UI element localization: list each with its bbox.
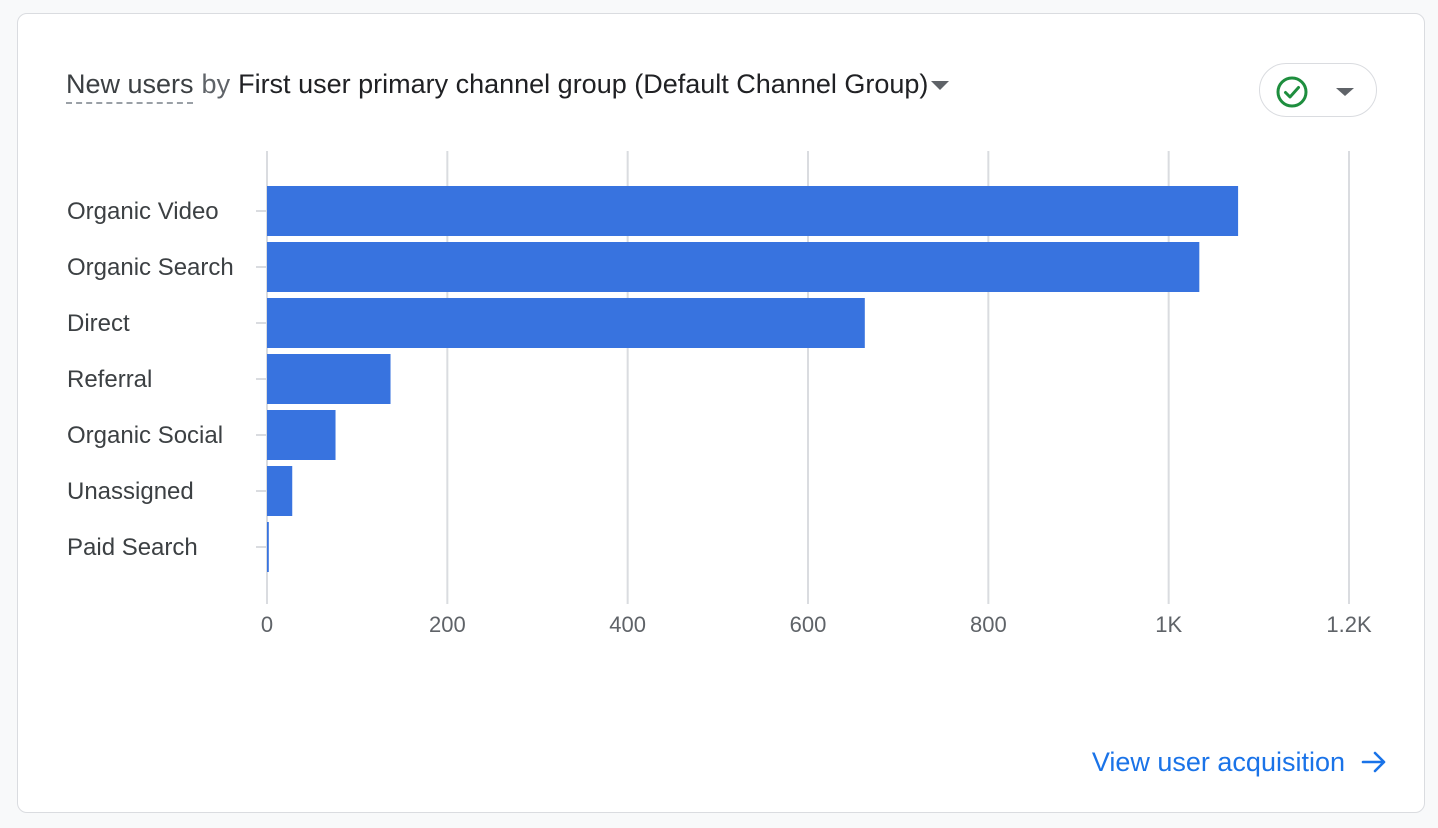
y-category-label: Organic Social <box>67 422 223 449</box>
bar[interactable] <box>267 522 269 572</box>
bar[interactable] <box>267 298 865 348</box>
view-user-acquisition-link[interactable]: View user acquisition <box>1092 742 1389 782</box>
bar-chart: 0 200 400 600 800 1K 1.2K Organic Video Organic … <box>67 151 1372 637</box>
by-label: by <box>201 69 231 99</box>
x-tick-label: 200 <box>429 612 466 637</box>
x-tick-label: 600 <box>790 612 827 637</box>
card-title: New users by First user primary channel … <box>66 64 950 104</box>
y-category-label: Organic Search <box>67 254 234 281</box>
y-category-label: Organic Video <box>67 198 219 225</box>
bar[interactable] <box>267 466 293 516</box>
x-tick-label: 400 <box>609 612 646 637</box>
metric-selector[interactable]: New users <box>66 69 194 99</box>
x-tick-label: 0 <box>261 612 273 637</box>
view-user-acquisition-label: View user acquisition <box>1091 746 1345 777</box>
bar[interactable] <box>267 186 1239 236</box>
x-tick-label: 1K <box>1155 612 1182 637</box>
bar[interactable] <box>267 242 1200 292</box>
y-category-label: Paid Search <box>67 534 198 561</box>
caret-down-icon <box>931 80 950 90</box>
x-tick-label: 800 <box>970 612 1007 637</box>
chart-card: New users by First user primary channel … <box>17 13 1425 813</box>
y-category-label: Referral <box>67 366 152 393</box>
dimension-label: First user primary channel group (Defaul… <box>238 69 929 99</box>
status-menu-button[interactable] <box>1259 63 1377 117</box>
check-circle-icon <box>1276 76 1308 108</box>
x-tick-label: 1.2K <box>1326 612 1372 637</box>
y-category-label: Direct <box>67 310 130 337</box>
dimension-selector[interactable]: First user primary channel group (Defaul… <box>238 64 950 104</box>
y-category-label: Unassigned <box>67 478 194 505</box>
bar[interactable] <box>267 410 336 460</box>
arrow-right-icon <box>1361 751 1386 773</box>
caret-down-icon <box>1336 88 1354 96</box>
bar[interactable] <box>267 354 391 404</box>
